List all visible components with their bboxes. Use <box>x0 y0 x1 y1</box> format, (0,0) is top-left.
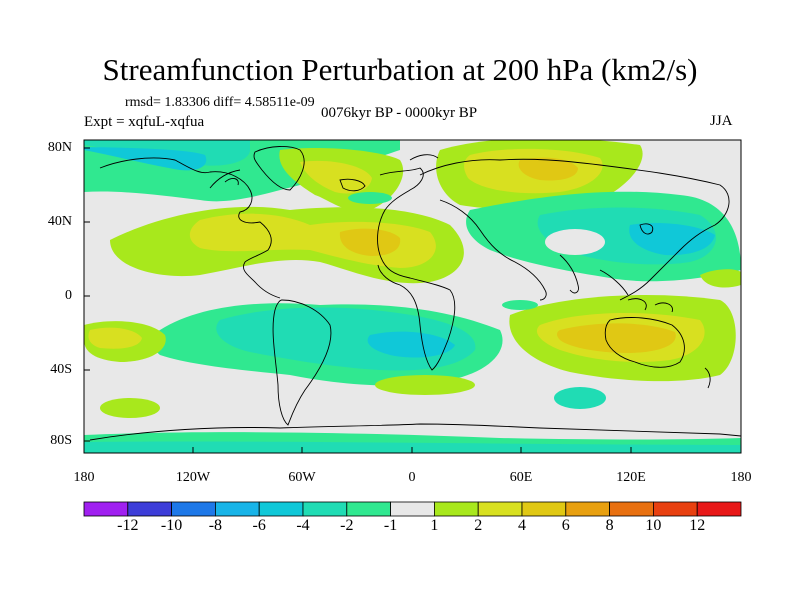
period-label: 0076kyr BP - 0000kyr BP <box>321 105 478 121</box>
colorbar-label: 12 <box>689 517 706 534</box>
colorbar-box <box>696 501 742 517</box>
contour-fill <box>367 331 455 358</box>
lon-tick-label: 180 <box>73 470 95 485</box>
contour-fill <box>375 375 475 395</box>
colorbar-label: -1 <box>383 517 398 534</box>
colorbar-box <box>171 501 216 517</box>
colorbar-box <box>390 501 435 517</box>
colorbar-label: -8 <box>208 517 223 534</box>
colorbar <box>83 501 742 517</box>
colorbar-box <box>609 501 654 517</box>
contour-fill <box>518 157 578 181</box>
colorbar-box <box>258 501 304 517</box>
colorbar-label: 4 <box>518 517 526 534</box>
colorbar-label: 6 <box>561 517 570 534</box>
experiment-label: Expt = xqfuL-xqfua <box>84 114 205 130</box>
colorbar-box <box>127 501 173 517</box>
contour-fill <box>557 323 676 353</box>
lon-tick-label: 0 <box>408 470 416 485</box>
contour-fill <box>545 229 605 255</box>
lat-tick-label: 40S <box>50 362 72 377</box>
colorbar-label: 2 <box>474 517 483 534</box>
lon-tick-label: 120E <box>616 470 646 485</box>
colorbar-label: -10 <box>160 517 183 534</box>
lon-tick-label: 60E <box>509 470 533 485</box>
contour-fields <box>84 140 741 453</box>
colorbar-box <box>433 501 479 517</box>
contour-fill <box>300 160 372 194</box>
colorbar-box <box>302 501 348 517</box>
contour-fill <box>100 398 160 418</box>
colorbar-box <box>477 501 523 517</box>
coastlines <box>89 146 741 441</box>
contour-fill <box>88 327 142 349</box>
contour-fill <box>700 269 741 288</box>
colorbar-label: -6 <box>252 517 266 534</box>
colorbar-box <box>214 501 260 517</box>
colorbar-box <box>565 501 610 517</box>
lon-tick-label: 180 <box>730 470 752 485</box>
lat-tick-label: 80S <box>50 433 72 448</box>
colorbar-label: -4 <box>296 517 310 534</box>
lat-tick-label: 0 <box>65 288 72 303</box>
contour-fill <box>348 192 392 204</box>
colorbar-label: -12 <box>117 517 139 534</box>
contour-fill <box>554 387 606 409</box>
colorbar-box <box>653 501 698 517</box>
contour-fill <box>502 300 538 310</box>
map-title: Streamfunction Perturbation at 200 hPa (… <box>102 52 698 87</box>
season-label: JJA <box>710 113 733 129</box>
colorbar-label: 1 <box>430 517 439 534</box>
contour-fill <box>629 223 715 256</box>
colorbar-box <box>346 501 391 517</box>
lat-tick-label: 40N <box>47 214 72 229</box>
lat-tick-label: 80N <box>47 140 72 155</box>
axis-ticks <box>83 147 742 453</box>
lon-tick-label: 60W <box>288 470 316 485</box>
colorbar-box <box>83 501 129 517</box>
lon-tick-label: 120W <box>175 470 211 485</box>
colorbar-label: 10 <box>645 517 662 534</box>
stats-text: rmsd= 1.83306 diff= 4.58511e-09 <box>125 95 315 110</box>
colorbar-label: -2 <box>340 517 354 534</box>
contour-fill <box>339 228 401 256</box>
colorbar-label: 8 <box>605 517 614 534</box>
colorbar-box <box>521 501 567 517</box>
